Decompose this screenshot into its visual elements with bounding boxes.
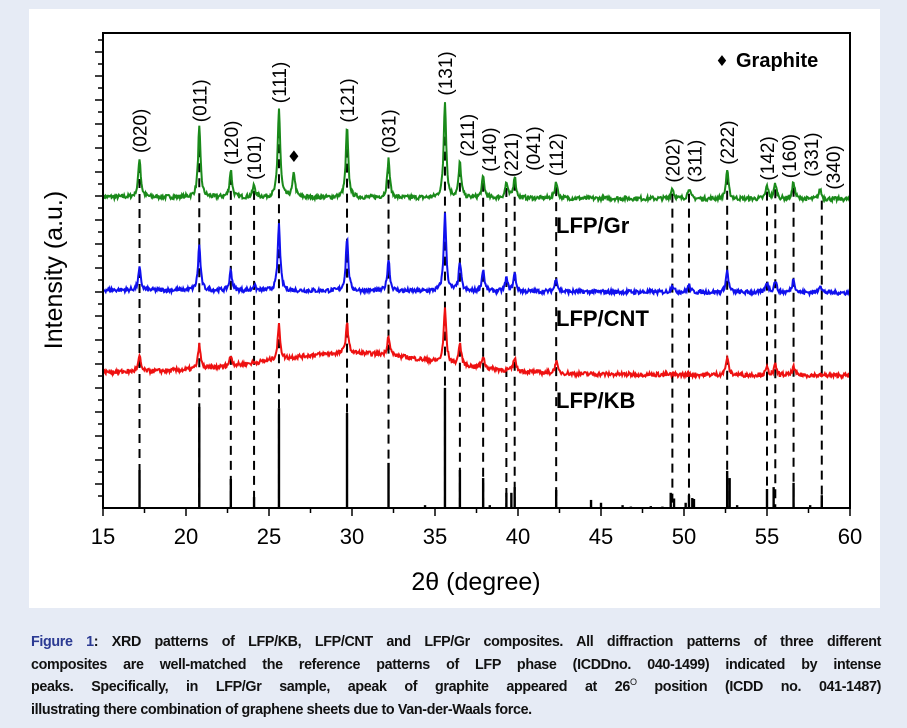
- hkl-label: (160): [780, 134, 801, 178]
- x-tick-label: 60: [838, 524, 862, 549]
- hkl-label: (340): [824, 145, 845, 189]
- hkl-label: (202): [663, 138, 684, 182]
- y-axis-label: Intensity (a.u.): [40, 191, 68, 349]
- x-tick-label: 50: [672, 524, 696, 549]
- hkl-label: (140): [480, 127, 501, 171]
- legend-diamond-icon: ♦: [715, 52, 728, 70]
- caption-line: illustrating there combination of graphe…: [31, 701, 532, 718]
- hkl-label: (111): [270, 62, 291, 104]
- series-label: LFP/CNT: [556, 306, 649, 331]
- x-tick-label: 35: [423, 524, 447, 549]
- series-line-lfp-gr: [102, 102, 851, 205]
- hkl-label: (101): [245, 136, 266, 180]
- caption-text: position (ICDD no. 041-1487): [636, 679, 881, 695]
- hkl-label: (120): [222, 121, 243, 165]
- x-tick-label: 30: [340, 524, 364, 549]
- hkl-label: (121): [338, 78, 359, 122]
- hkl-label: (131): [436, 51, 457, 95]
- figure-caption: Figure 1: XRD patterns of LFP/KB, LFP/CN…: [31, 631, 881, 721]
- series-line-lfp-kb: [102, 307, 851, 381]
- x-tick-label: 55: [755, 524, 779, 549]
- x-tick-label: 45: [589, 524, 613, 549]
- legend-label: Graphite: [736, 50, 818, 72]
- hkl-label: (031): [380, 109, 401, 153]
- x-tick-label: 15: [91, 524, 115, 549]
- hkl-label: (211): [458, 114, 479, 157]
- hkl-label: (221): [502, 133, 523, 177]
- caption-text: : XRD patterns of LFP/KB, LFP/CNT and LF…: [93, 634, 882, 650]
- hkl-label: (222): [718, 120, 739, 164]
- caption-line: composites are well-matched the referenc…: [31, 656, 881, 673]
- hkl-label: (011): [190, 79, 211, 122]
- caption-line: peaks. Specifically, in LFP/Gr sample, a…: [31, 676, 881, 699]
- hkl-label: (311): [685, 140, 706, 183]
- xrd-chart: LFP/Gr LFP/CNT LFP/KB (020) (011) (120) (101) (…: [40, 32, 862, 596]
- hkl-label: (041): [524, 126, 545, 170]
- plot-frame: [102, 32, 851, 509]
- figure-label: Figure 1: [31, 634, 94, 650]
- series-label: LFP/KB: [556, 388, 635, 413]
- x-tick-label: 40: [506, 524, 530, 549]
- series-label: LFP/Gr: [556, 213, 630, 238]
- caption-line: Figure 1: XRD patterns of LFP/KB, LFP/CN…: [31, 631, 881, 654]
- x-tick-label: 25: [257, 524, 281, 549]
- hkl-label: (112): [547, 133, 568, 176]
- hkl-label: (020): [131, 109, 152, 153]
- x-axis-label: 2θ (degree): [411, 568, 540, 596]
- hkl-label: (142): [758, 136, 779, 180]
- degree-superscript: O: [629, 677, 637, 687]
- series-line-lfp-cnt: [102, 212, 851, 298]
- x-tick-label: 20: [174, 524, 198, 549]
- graphite-diamond-icon: ♦: [287, 147, 301, 166]
- caption-text: peaks. Specifically, in LFP/Gr sample, a…: [31, 679, 630, 695]
- hkl-label: (331): [802, 132, 823, 176]
